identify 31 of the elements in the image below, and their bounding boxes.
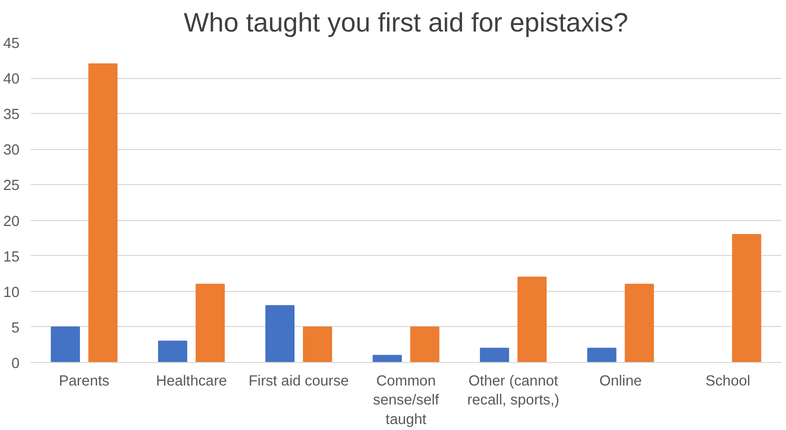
- bar: [88, 63, 118, 362]
- x-tick-label: Online: [599, 374, 642, 390]
- bar: [732, 234, 762, 362]
- x-tick-label: Parents: [58, 374, 110, 390]
- y-tick-label: 20: [3, 214, 20, 230]
- y-tick-label: 25: [3, 178, 20, 194]
- y-tick-label: 5: [11, 320, 20, 336]
- x-tick-label: First aid course: [248, 374, 349, 390]
- bar: [480, 348, 510, 362]
- y-tick-label: 15: [3, 249, 20, 266]
- chart-title: Who taught you first aid for epistaxis?: [184, 8, 628, 38]
- bar: [410, 326, 440, 362]
- y-tick-label: 35: [3, 107, 20, 124]
- bar: [517, 276, 547, 362]
- x-tick-label: School: [705, 374, 750, 390]
- x-tick-label: Other (cannot recall, sports,): [467, 374, 560, 409]
- bar: [372, 354, 402, 362]
- bar: [158, 340, 188, 362]
- y-tick-label: 0: [11, 356, 20, 372]
- bar: [50, 326, 80, 362]
- x-tick-label: Common sense/self taught: [373, 374, 440, 428]
- bar: [265, 305, 295, 362]
- y-tick-label: 45: [3, 36, 20, 52]
- y-tick-label: 40: [3, 72, 20, 88]
- y-tick-label: 10: [3, 284, 20, 301]
- bar: [302, 326, 332, 362]
- bar: [196, 284, 225, 362]
- y-tick-label: 30: [3, 142, 20, 159]
- bar: [624, 284, 654, 362]
- x-tick-label: Healthcare: [156, 374, 227, 390]
- bar: [587, 348, 616, 362]
